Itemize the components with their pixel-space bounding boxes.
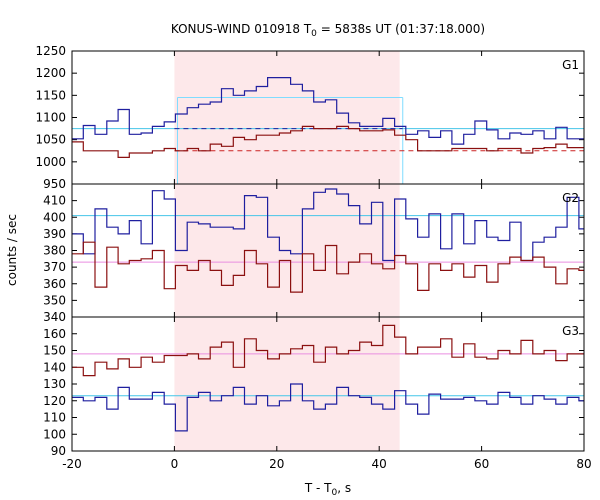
chart-title: KONUS-WIND 010918 T0 = 5838s UT (01:37:1…	[171, 22, 485, 39]
y-tick-label: 340	[43, 310, 66, 324]
x-tick-label: 40	[372, 457, 387, 471]
plot-area: 950100010501100115012001250G134035036037…	[35, 44, 591, 471]
x-axis-label: T - T0, s	[304, 481, 351, 498]
y-tick-label: 100	[43, 427, 66, 441]
y-tick-label: 110	[43, 411, 66, 425]
y-axis-label: counts / sec	[5, 214, 19, 286]
series-line	[72, 77, 584, 145]
series-line	[72, 324, 584, 377]
x-axis-label-main: T - T	[304, 481, 332, 495]
y-tick-label: 140	[43, 360, 66, 374]
y-tick-label: 380	[43, 244, 66, 258]
y-tick-label: 410	[43, 194, 66, 208]
series-line	[72, 383, 584, 432]
series-line	[72, 188, 584, 262]
y-tick-label: 1000	[35, 155, 66, 169]
panel-frame	[71, 316, 585, 452]
y-tick-label: 1200	[35, 66, 66, 80]
series-line	[72, 241, 584, 293]
y-tick-label: 950	[43, 177, 66, 191]
chart-title-rest: = 5838s UT (01:37:18.000)	[317, 22, 485, 36]
y-tick-label: 370	[43, 260, 66, 274]
y-tick-label: 150	[43, 344, 66, 358]
y-tick-label: 360	[43, 277, 66, 291]
series-line	[72, 125, 584, 158]
chart-title-main: KONUS-WIND 010918 T	[171, 22, 312, 36]
x-tick-label: 20	[269, 457, 284, 471]
y-tick-label: 350	[43, 293, 66, 307]
chart-title-sub: 0	[311, 29, 317, 39]
y-tick-label: 1150	[35, 88, 66, 102]
y-tick-label: 400	[43, 210, 66, 224]
y-tick-label: 1050	[35, 133, 66, 147]
x-axis-label-rest: , s	[337, 481, 351, 495]
x-axis-label-sub: 0	[332, 488, 338, 498]
y-tick-label: 120	[43, 394, 66, 408]
y-tick-label: 1250	[35, 44, 66, 58]
y-tick-label: 160	[43, 327, 66, 341]
panel-label: G2	[562, 191, 579, 205]
y-tick-label: 90	[51, 444, 66, 458]
panel-label: G3	[562, 324, 579, 338]
panel-label: G1	[562, 58, 579, 72]
x-tick-label: 80	[576, 457, 591, 471]
y-tick-label: 390	[43, 227, 66, 241]
x-tick-label: 60	[474, 457, 489, 471]
y-tick-label: 130	[43, 377, 66, 391]
x-tick-label: 0	[171, 457, 179, 471]
y-tick-label: 1100	[35, 111, 66, 125]
x-tick-label: -20	[62, 457, 82, 471]
